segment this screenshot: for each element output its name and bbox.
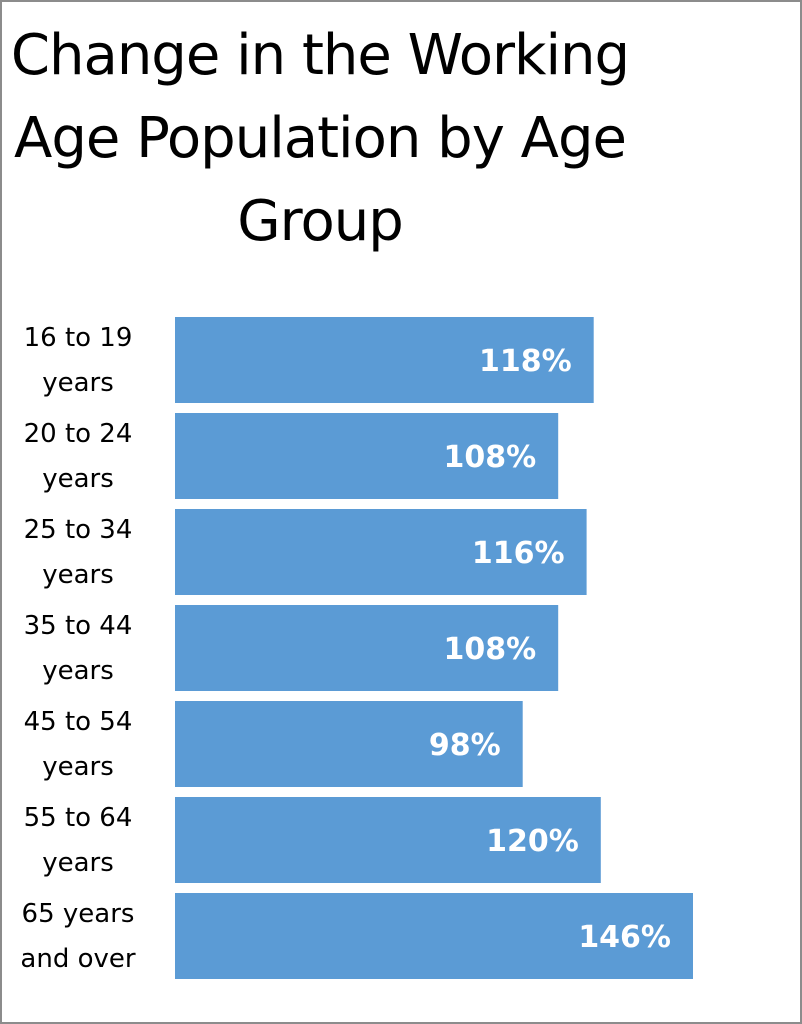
data-label-3: 116%	[472, 536, 565, 571]
category-label-2: 20 to 24 years	[24, 419, 133, 494]
category-label-1: 16 to 19 years	[24, 323, 133, 398]
bars-layer: 118% 16 to 19 years 108% 20 to 24 years 116% 25…	[20, 317, 693, 979]
bar-1	[175, 317, 594, 403]
bar-4	[175, 605, 559, 691]
data-label-5: 98%	[429, 728, 501, 763]
data-label-7: 146%	[578, 920, 671, 955]
data-label-1: 118%	[479, 344, 572, 379]
category-label-7: 65 years and over	[20, 899, 135, 974]
bar-5	[175, 701, 523, 787]
category-label-4: 35 to 44 years	[24, 611, 133, 686]
bar-2	[175, 413, 559, 499]
data-label-4: 108%	[444, 632, 537, 667]
category-label-6: 55 to 64 years	[24, 803, 133, 878]
bar-3	[175, 509, 587, 595]
data-label-6: 120%	[486, 824, 579, 859]
category-label-3: 25 to 34 years	[24, 515, 133, 590]
bar-7	[175, 893, 693, 979]
bar-6	[175, 797, 601, 883]
data-label-2: 108%	[444, 440, 537, 475]
chart-title: Change in the Working Age Population by …	[10, 23, 630, 254]
category-label-5: 45 to 54 years	[24, 707, 133, 782]
